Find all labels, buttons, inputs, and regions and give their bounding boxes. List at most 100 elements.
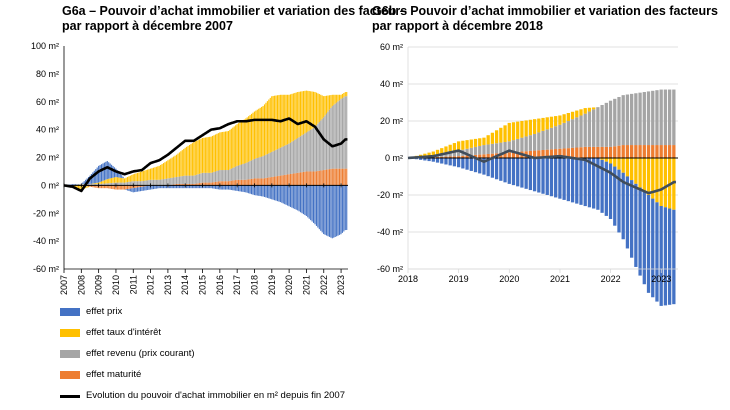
chart-a-bar-maturite bbox=[310, 171, 312, 186]
chart-a-bar-taux bbox=[167, 160, 169, 179]
chart-a-bar-taux bbox=[271, 96, 273, 152]
chart-a-bar-prix bbox=[235, 185, 237, 191]
chart-a-bar-revenu bbox=[314, 126, 316, 172]
chart-a-bar-prix bbox=[180, 185, 182, 189]
chart-a-ytick-label: -60 m² bbox=[33, 264, 59, 274]
chart-a-bar-revenu bbox=[305, 132, 307, 172]
chart-a-bar-prix bbox=[320, 185, 322, 231]
chart-a-bar-revenu bbox=[113, 182, 116, 186]
chart-a-bar-maturite bbox=[315, 171, 318, 186]
chart-a-bar-revenu bbox=[76, 184, 78, 186]
chart-a-bar-revenu bbox=[311, 128, 313, 172]
chart-a-xtick-label: 2019 bbox=[267, 275, 277, 295]
chart-a-bar-revenu bbox=[301, 135, 303, 173]
chart-a-bar-maturite bbox=[222, 181, 224, 186]
chart-a-bar-prix bbox=[196, 185, 198, 189]
chart-a-bar-taux bbox=[214, 134, 217, 172]
chart-a-bar-maturite bbox=[266, 177, 268, 186]
chart-a-bar-maturite bbox=[321, 170, 323, 186]
chart-a-bar-revenu bbox=[236, 165, 238, 180]
chart-a-bar-prix bbox=[125, 189, 127, 191]
chart-a-bar-maturite bbox=[180, 183, 182, 186]
chart-a-bar-taux bbox=[256, 109, 258, 158]
chart-a-bar-maturite bbox=[174, 184, 176, 186]
chart-a-bar-revenu bbox=[295, 138, 297, 174]
chart-a-bar-revenu bbox=[292, 140, 294, 174]
chart-a-bar-taux bbox=[336, 94, 338, 103]
chart-a-bar-prix bbox=[135, 187, 137, 192]
chart-a-bar-revenu bbox=[128, 181, 130, 186]
chart-a-bar-maturite bbox=[252, 178, 254, 186]
chart-a-bar-taux bbox=[158, 165, 160, 180]
chart-a-bar-prix bbox=[282, 185, 284, 204]
chart-a-bar-revenu bbox=[77, 184, 79, 186]
chart-a-bar-prix bbox=[188, 185, 191, 189]
chart-a-bar-maturite bbox=[226, 181, 228, 186]
chart-a-xtick-label: 2021 bbox=[301, 275, 311, 295]
chart-a-bar-maturite bbox=[300, 172, 302, 186]
chart-a-bar-prix bbox=[93, 170, 95, 184]
chart-a-bar-maturite bbox=[128, 185, 130, 189]
chart-a-bar-taux bbox=[216, 133, 218, 171]
chart-a-bar-prix bbox=[324, 185, 326, 235]
chart-a-bar-revenu bbox=[219, 170, 221, 182]
chart-a-bar-prix bbox=[92, 172, 94, 184]
chart-b-title: G6b – Pouvoir d’achat immobilier et vari… bbox=[372, 4, 718, 34]
chart-a-bar-prix bbox=[212, 185, 214, 189]
chart-a-bar-taux bbox=[194, 141, 196, 176]
chart-a-bar-revenu bbox=[103, 183, 105, 186]
chart-a-bar-maturite bbox=[263, 178, 266, 186]
chart-a-bar-prix bbox=[318, 185, 320, 230]
chart-a-bar-prix bbox=[158, 185, 160, 189]
chart-a-bar-taux bbox=[187, 145, 189, 176]
chart-a-bar-prix bbox=[154, 185, 156, 189]
chart-a-bar-taux bbox=[74, 185, 77, 188]
chart-a-bar-taux bbox=[268, 99, 270, 154]
chart-a-ytick-label: 0 m² bbox=[41, 180, 59, 190]
chart-b-title-line1: G6b – Pouvoir d’achat immobilier et vari… bbox=[372, 4, 718, 18]
chart-a-bar-revenu bbox=[124, 182, 126, 186]
chart-a-bar-maturite bbox=[223, 181, 225, 186]
chart-a-bar-prix bbox=[328, 185, 330, 237]
chart-a-bar-revenu bbox=[95, 183, 97, 186]
chart-a-bar-taux bbox=[151, 168, 153, 180]
chart-a-bar-revenu bbox=[255, 158, 257, 179]
chart-a-bar-maturite bbox=[138, 185, 140, 188]
chart-a-bar-taux bbox=[243, 119, 245, 164]
chart-a-bar-taux bbox=[128, 176, 130, 182]
chart-a-bar-revenu bbox=[243, 163, 245, 180]
chart-a-bar-maturite bbox=[87, 185, 90, 187]
chart-a-bar-maturite bbox=[131, 185, 133, 189]
chart-a-bar-maturite bbox=[262, 178, 264, 186]
chart-a-bar-taux bbox=[328, 95, 330, 110]
chart-a-bar-prix bbox=[128, 188, 130, 191]
chart-a-bar-revenu bbox=[137, 181, 139, 186]
chart-a-bar-maturite bbox=[194, 183, 196, 186]
chart-a-bar-taux bbox=[294, 92, 296, 140]
chart-a-bar-maturite bbox=[199, 183, 201, 186]
chart-a-bar-prix bbox=[272, 185, 274, 200]
chart-a-bar-taux bbox=[86, 186, 88, 188]
chart-a-bar-maturite bbox=[106, 185, 108, 189]
chart-a-bar-taux bbox=[106, 179, 108, 184]
chart-a-bar-revenu bbox=[151, 179, 153, 186]
chart-a-bar-prix bbox=[197, 185, 199, 189]
chart-a-bar-revenu bbox=[321, 118, 323, 171]
chart-a-bar-taux bbox=[96, 182, 98, 184]
chart-a-line bbox=[63, 117, 349, 193]
chart-a-bar-taux bbox=[204, 137, 206, 173]
chart-a-bar-maturite bbox=[250, 178, 253, 186]
chart-a-bar-taux bbox=[232, 127, 234, 168]
chart-a-bar-revenu bbox=[294, 139, 296, 174]
chart-a-bar-revenu bbox=[282, 146, 284, 176]
chart-a-bar-taux bbox=[212, 135, 214, 173]
chart-a-bar-taux bbox=[199, 139, 201, 174]
chart-a-bar-revenu bbox=[343, 97, 345, 169]
chart-a-bar-revenu bbox=[287, 144, 289, 175]
chart-a-bar-prix bbox=[239, 185, 241, 192]
chart-a-bar-taux bbox=[308, 91, 310, 131]
chart-a-bar-prix bbox=[246, 185, 248, 193]
chart-a-bar-maturite bbox=[216, 181, 218, 186]
chart-a-bar-maturite bbox=[282, 175, 284, 186]
chart-a-bar-taux bbox=[265, 102, 267, 155]
